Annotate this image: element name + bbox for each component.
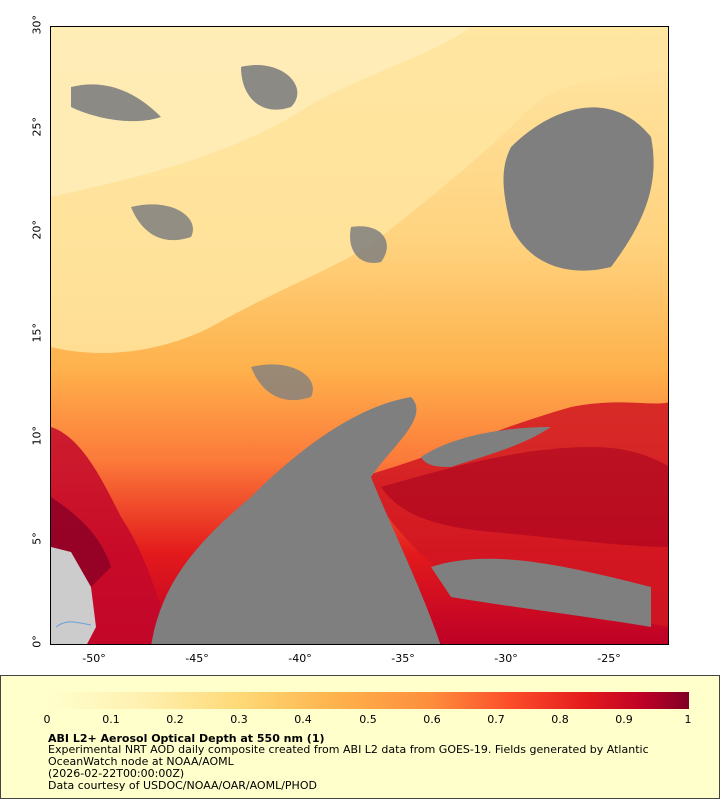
lon-label-m30: -30° — [494, 652, 518, 665]
lat-label-10: 10° — [30, 426, 44, 446]
lat-label-5: 5° — [30, 532, 44, 545]
aod-field — [51, 27, 668, 644]
colorbar-label: 0.7 — [487, 713, 505, 726]
legend-line-3: Data courtesy of USDOC/NOAA/OAR/AOML/PHO… — [48, 779, 317, 792]
colorbar-label: 0.8 — [551, 713, 569, 726]
lat-label-20: 20° — [30, 220, 44, 240]
colorbar — [47, 692, 689, 709]
colorbar-label: 0.2 — [166, 713, 184, 726]
colorbar-label: 1 — [684, 713, 692, 726]
lat-label-15: 15° — [30, 323, 44, 343]
legend-title: ABI L2+ Aerosol Optical Depth at 550 nm … — [48, 732, 325, 745]
colorbar-label: 0.6 — [423, 713, 441, 726]
colorbar-label: 0.4 — [294, 713, 312, 726]
lat-label-25: 25° — [30, 117, 44, 137]
lon-label-m25: -25° — [597, 652, 621, 665]
colorbar-label: 0 — [43, 713, 51, 726]
lon-label-m50: -50° — [82, 652, 106, 665]
colorbar-label: 0.1 — [102, 713, 120, 726]
legend-description: Experimental NRT AOD daily composite cre… — [48, 744, 688, 792]
aod-map — [50, 26, 669, 645]
legend-line-2: (2026-02-22T00:00:00Z) — [48, 767, 185, 780]
lon-label-m40: -40° — [288, 652, 312, 665]
colorbar-label: 0.9 — [615, 713, 633, 726]
colorbar-label: 0.5 — [359, 713, 377, 726]
lon-label-m45: -45° — [185, 652, 209, 665]
legend-line-1: Experimental NRT AOD daily composite cre… — [48, 743, 649, 768]
lat-label-0: 0° — [30, 635, 44, 648]
lat-label-30: 30° — [30, 15, 44, 35]
lon-label-m35: -35° — [391, 652, 415, 665]
colorbar-label: 0.3 — [230, 713, 248, 726]
